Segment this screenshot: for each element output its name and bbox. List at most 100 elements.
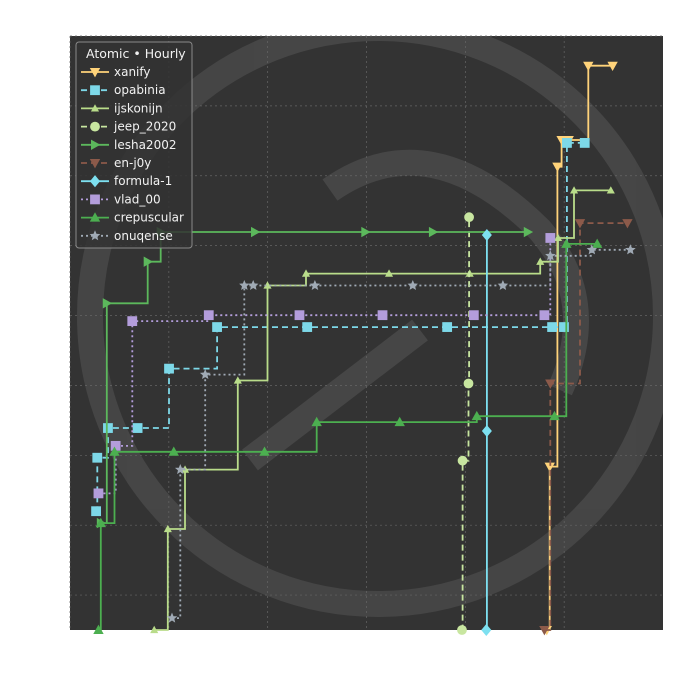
series-opabinia — [91, 138, 590, 517]
data-point-opabinia — [302, 322, 313, 332]
legend-label: vlad_00 — [114, 192, 161, 206]
data-point-ijskonijn — [384, 269, 394, 277]
data-point-crepuscular — [259, 446, 270, 456]
series-en-j0y — [539, 219, 633, 636]
data-point-crepuscular — [168, 446, 179, 456]
series-ijskonijn — [150, 186, 615, 634]
data-point-onuqense — [497, 279, 509, 290]
data-point-crepuscular — [311, 416, 322, 427]
data-point-opabinia — [92, 452, 103, 463]
data-point-ijskonijn — [553, 233, 563, 242]
data-point-xanify — [607, 61, 618, 72]
data-point-jeep_2020 — [457, 625, 467, 635]
data-point-lesha2002 — [251, 226, 261, 238]
data-point-vlad_00 — [203, 310, 214, 321]
data-point-opabinia — [212, 322, 222, 332]
legend-label: jeep_2020 — [113, 120, 176, 134]
legend-item-formula-1: formula-1 — [81, 174, 172, 188]
data-point-lesha2002 — [102, 298, 113, 309]
data-point-crepuscular — [93, 624, 104, 634]
legend-marker — [89, 230, 101, 241]
legend-label: en-j0y — [114, 156, 151, 170]
series-line-ijskonijn — [154, 189, 611, 631]
data-point-ijskonijn — [150, 625, 159, 634]
legend-title: Atomic • Hourly — [86, 46, 186, 61]
legend: Atomic • Hourly xanify opabinia ijskonijn j… — [75, 41, 193, 249]
data-point-crepuscular — [549, 410, 560, 421]
data-point-ijskonijn — [163, 524, 172, 533]
data-point-ijskonijn — [233, 376, 242, 384]
series-line-onuqense — [172, 248, 631, 619]
legend-label: xanify — [114, 65, 151, 79]
data-point-vlad_00 — [545, 233, 556, 243]
data-point-onuqense — [199, 369, 211, 380]
data-point-opabinia — [132, 423, 143, 433]
data-point-ijskonijn — [606, 186, 615, 194]
legend-item-lesha2002: lesha2002 — [81, 138, 176, 152]
data-point-onuqense — [248, 279, 259, 290]
legend-label: crepuscular — [114, 211, 184, 225]
data-point-xanify — [583, 61, 594, 72]
watermark — [77, 15, 679, 617]
legend-label: ijskonijn — [114, 101, 163, 115]
legend-marker — [90, 85, 100, 96]
data-point-onuqense — [239, 279, 250, 290]
data-point-crepuscular — [95, 517, 107, 528]
data-point-lesha2002 — [143, 256, 154, 267]
data-point-opabinia — [91, 506, 101, 517]
legend-marker — [90, 194, 100, 205]
legend-item-opabinia: opabinia — [81, 83, 166, 97]
data-point-lesha2002 — [523, 226, 534, 238]
legend-marker — [89, 212, 101, 222]
legend-label: opabinia — [114, 83, 166, 97]
series-formula-1 — [481, 228, 492, 637]
legend-item-en-j0y: en-j0y — [81, 156, 151, 170]
series-line-lesha2002 — [100, 231, 528, 524]
data-point-onuqense — [166, 612, 178, 623]
data-point-vlad_00 — [93, 488, 104, 499]
data-point-en-j0y — [545, 379, 556, 389]
data-point-vlad_00 — [468, 310, 479, 321]
series-line-crepuscular — [98, 243, 598, 631]
data-point-ijskonijn — [301, 269, 311, 277]
data-point-vlad_00 — [539, 310, 550, 321]
series-onuqense — [166, 244, 636, 623]
legend-label: lesha2002 — [114, 138, 176, 152]
data-point-vlad_00 — [377, 310, 388, 321]
data-point-onuqense — [174, 464, 186, 475]
data-point-onuqense — [625, 244, 636, 255]
data-point-en-j0y — [622, 219, 633, 229]
legend-box — [75, 41, 193, 249]
data-point-formula-1 — [481, 228, 492, 242]
data-point-formula-1 — [481, 424, 492, 438]
legend-item-vlad_00: vlad_00 — [81, 192, 161, 206]
legend-label: formula-1 — [114, 174, 172, 188]
data-point-crepuscular — [394, 416, 405, 427]
series-crepuscular — [93, 238, 603, 634]
data-point-lesha2002 — [361, 226, 371, 238]
data-point-ijskonijn — [536, 257, 545, 265]
data-point-onuqense — [309, 279, 321, 290]
data-point-opabinia — [559, 322, 569, 332]
data-point-xanify — [552, 162, 563, 173]
legend-marker — [90, 104, 100, 112]
legend-label: onuqense — [114, 229, 173, 243]
data-point-crepuscular — [471, 410, 482, 421]
data-point-vlad_00 — [127, 316, 138, 327]
data-point-vlad_00 — [294, 310, 305, 321]
data-point-jeep_2020 — [463, 378, 474, 389]
legend-marker — [91, 139, 101, 150]
data-point-en-j0y — [539, 626, 550, 636]
legend-marker — [90, 121, 100, 132]
legend-item-jeep_2020: jeep_2020 — [81, 120, 176, 134]
data-point-crepuscular — [109, 446, 120, 456]
data-point-formula-1 — [481, 623, 492, 637]
data-point-opabinia — [103, 423, 113, 433]
legend-marker — [89, 175, 101, 188]
legend-marker — [89, 158, 101, 169]
data-point-onuqense — [545, 250, 556, 261]
series-line-en-j0y — [544, 222, 628, 631]
legend-item-ijskonijn: ijskonijn — [81, 101, 163, 115]
legend-marker — [89, 68, 101, 78]
